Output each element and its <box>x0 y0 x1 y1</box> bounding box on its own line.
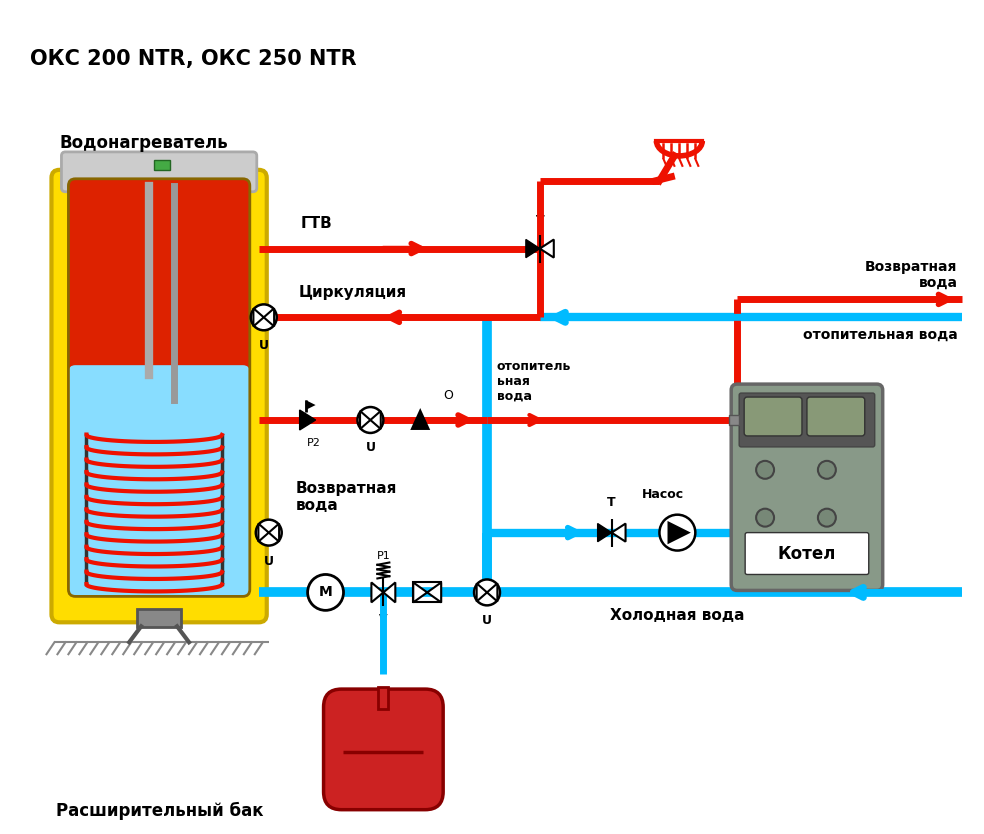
Polygon shape <box>667 521 691 545</box>
Bar <box>729 415 739 425</box>
Circle shape <box>474 580 500 605</box>
FancyBboxPatch shape <box>807 397 865 436</box>
Polygon shape <box>487 583 497 601</box>
Text: ОКС 200 NTR, ОКС 250 NTR: ОКС 200 NTR, ОКС 250 NTR <box>30 49 356 69</box>
Text: Холодная вода: Холодная вода <box>610 608 744 623</box>
Polygon shape <box>360 411 370 429</box>
Text: Расширительный бак: Расширительный бак <box>56 801 264 820</box>
Polygon shape <box>427 582 441 602</box>
Text: O: O <box>443 389 453 402</box>
Polygon shape <box>413 582 427 602</box>
FancyBboxPatch shape <box>731 384 883 590</box>
Circle shape <box>308 575 343 610</box>
Circle shape <box>357 407 384 433</box>
Circle shape <box>818 509 835 526</box>
Polygon shape <box>300 410 316 430</box>
Polygon shape <box>384 582 396 602</box>
Circle shape <box>756 509 774 526</box>
Polygon shape <box>612 524 626 542</box>
Text: U: U <box>482 615 492 627</box>
Text: ГТВ: ГТВ <box>301 216 333 231</box>
Text: T: T <box>607 495 616 509</box>
Polygon shape <box>476 583 487 601</box>
FancyBboxPatch shape <box>51 170 267 622</box>
FancyBboxPatch shape <box>324 689 443 810</box>
Polygon shape <box>269 524 279 542</box>
Polygon shape <box>540 239 554 258</box>
Polygon shape <box>410 408 430 430</box>
Polygon shape <box>306 400 316 410</box>
Text: Водонагреватель: Водонагреватель <box>59 134 228 152</box>
Text: U: U <box>365 441 376 454</box>
Text: Насос: Насос <box>642 488 684 500</box>
FancyBboxPatch shape <box>739 393 875 447</box>
Polygon shape <box>254 309 264 326</box>
Text: отопитель
ьная
вода: отопитель ьная вода <box>497 360 572 402</box>
Circle shape <box>818 461 835 479</box>
FancyBboxPatch shape <box>61 152 257 192</box>
Circle shape <box>256 520 281 545</box>
Text: T: T <box>535 214 544 227</box>
Text: Возвратная
вода: Возвратная вода <box>865 259 957 289</box>
Text: Котел: Котел <box>777 545 836 563</box>
Polygon shape <box>371 582 384 602</box>
FancyBboxPatch shape <box>69 178 250 596</box>
Circle shape <box>659 515 696 550</box>
Text: P2: P2 <box>307 438 321 448</box>
Circle shape <box>756 461 774 479</box>
Text: U: U <box>264 555 274 568</box>
FancyBboxPatch shape <box>745 533 869 575</box>
Polygon shape <box>597 524 612 542</box>
Bar <box>413 582 441 602</box>
Polygon shape <box>370 411 381 429</box>
Polygon shape <box>259 524 269 542</box>
FancyBboxPatch shape <box>69 365 250 596</box>
Text: M: M <box>319 585 333 600</box>
Text: отопительная вода: отопительная вода <box>803 327 957 341</box>
Bar <box>137 610 181 627</box>
Bar <box>379 687 389 709</box>
Bar <box>154 160 170 170</box>
Text: Циркуляция: Циркуляция <box>299 285 406 300</box>
FancyBboxPatch shape <box>744 397 802 436</box>
Polygon shape <box>264 309 275 326</box>
Text: P1: P1 <box>377 550 391 560</box>
Text: V: V <box>379 615 388 625</box>
Text: U: U <box>259 339 269 352</box>
Text: Возвратная
вода: Возвратная вода <box>295 480 397 513</box>
Polygon shape <box>525 239 540 258</box>
Circle shape <box>251 304 277 330</box>
